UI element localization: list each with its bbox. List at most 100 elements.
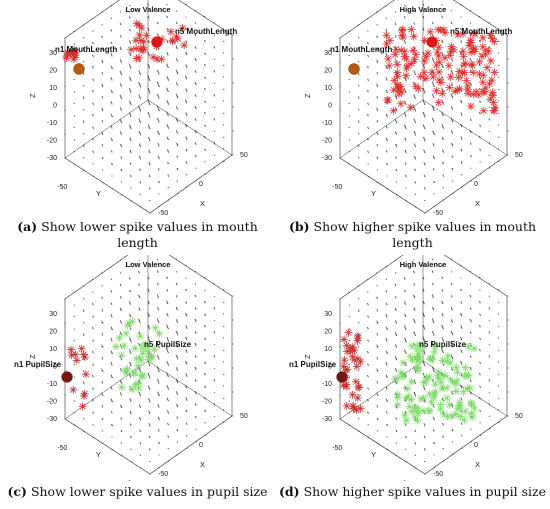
grid-dot (488, 46, 490, 48)
panel-a: Low Valence n1 MouthLength n5 MouthLength 3… (0, 0, 275, 254)
grid-dot (129, 315, 131, 317)
spike-marker (137, 371, 146, 380)
grid-dot (129, 350, 131, 352)
grid-dot (204, 385, 206, 387)
grid-dot (101, 272, 103, 274)
grid-dot (376, 285, 378, 287)
spike-marker (443, 394, 452, 403)
grid-dot (167, 387, 169, 389)
grid-dot (452, 430, 454, 432)
grid-dot (194, 295, 196, 297)
grid-dot (158, 144, 160, 146)
grid-dot (460, 326, 462, 328)
grid-dot (451, 320, 453, 322)
grid-dot (507, 319, 509, 321)
grid-dot (195, 441, 197, 443)
grid-dot (451, 367, 453, 369)
spike-marker (451, 379, 460, 388)
grid-dot (166, 15, 168, 17)
grid-dot (176, 60, 178, 62)
grid-dot (432, 344, 434, 346)
grid-dot (395, 145, 397, 147)
grid-dot (186, 339, 188, 341)
grid-dot (148, 114, 150, 116)
grid-dot (386, 399, 388, 401)
grid-dot (498, 421, 500, 423)
grid-dot (120, 107, 122, 109)
grid-dot (148, 423, 150, 425)
grid-dot (423, 363, 425, 365)
grid-dot (451, 70, 453, 72)
grid-dot (414, 144, 416, 146)
spike-marker (475, 57, 484, 66)
spike-marker (120, 341, 129, 350)
grid-dot (415, 182, 417, 184)
grid-dot (167, 339, 169, 341)
grid-dot (451, 131, 453, 133)
spike-marker (460, 60, 469, 69)
grid-dot (204, 386, 206, 388)
spike-marker (131, 36, 140, 45)
grid-dot (139, 430, 141, 432)
spike-marker (390, 76, 399, 85)
z-axis-label: Z (28, 93, 37, 98)
grid-dot (451, 321, 453, 323)
grid-dot (367, 400, 369, 402)
grid-dot (120, 346, 122, 348)
grid-dot (376, 357, 378, 359)
grid-dot (451, 391, 453, 393)
spike-marker (455, 402, 464, 411)
grid-dot (414, 96, 416, 98)
grid-dot (433, 182, 435, 184)
grid-dot (488, 331, 490, 333)
grid-dot (413, 380, 415, 382)
grid-dot (186, 78, 188, 80)
grid-dot (158, 120, 160, 122)
grid-dot (488, 391, 490, 393)
grid-dot (148, 17, 150, 19)
grid-dot (414, 322, 416, 324)
spike-marker (453, 86, 462, 95)
grid-dot (385, 314, 387, 316)
grid-dot (451, 82, 453, 84)
grid-dot (395, 35, 397, 37)
grid-dot (111, 150, 113, 152)
grid-dot (140, 467, 142, 469)
spike-marker (435, 58, 444, 67)
grid-dot (138, 392, 140, 394)
grid-dot (442, 151, 444, 153)
grid-dot (386, 412, 388, 414)
grid-dot (138, 272, 140, 274)
grid-dot (460, 325, 462, 327)
grid-dot (120, 296, 122, 298)
grid-dot (348, 412, 350, 414)
grid-dot (166, 265, 168, 267)
grid-dot (461, 174, 463, 176)
grid-dot (158, 193, 160, 195)
grid-dot (204, 301, 206, 303)
grid-dot (148, 65, 150, 67)
grid-dot (424, 103, 426, 105)
grid-dot (469, 355, 471, 357)
grid-dot (386, 339, 388, 341)
grid-dot (167, 338, 169, 340)
spike-marker (168, 37, 177, 46)
grid-dot (102, 394, 104, 396)
grid-dot (204, 77, 206, 79)
grid-dot (498, 301, 500, 303)
grid-dot (358, 418, 360, 420)
grid-dot (186, 423, 188, 425)
grid-dot (139, 297, 141, 299)
grid-dot (386, 79, 388, 81)
grid-dot (404, 4, 406, 6)
grid-dot (479, 148, 481, 150)
grid-dot (167, 314, 169, 316)
grid-dot (120, 119, 122, 121)
grid-dot (452, 145, 454, 147)
grid-dot (138, 296, 140, 298)
grid-dot (451, 10, 453, 12)
grid-dot (195, 95, 197, 97)
grid-dot (185, 360, 187, 362)
grid-dot (157, 368, 159, 370)
